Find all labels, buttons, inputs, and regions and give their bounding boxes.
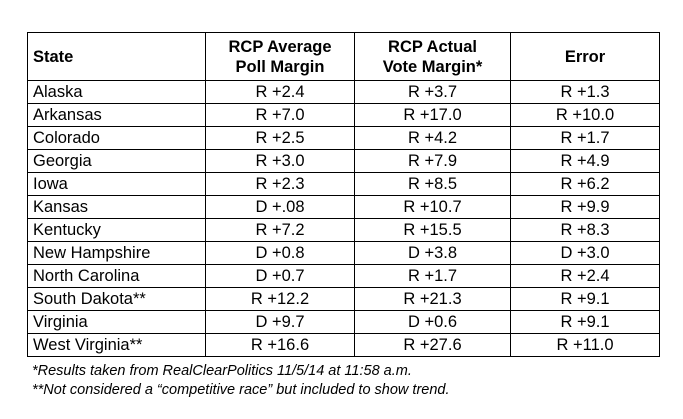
cell-poll-margin: R +2.3 [205, 172, 355, 196]
results-table: State RCP Average Poll Margin RCP Actual… [27, 32, 660, 357]
table-row: Kansas D +.08 R +10.7 R +9.9 [27, 195, 660, 219]
table-row: Iowa R +2.3 R +8.5 R +6.2 [27, 172, 660, 196]
cell-vote-margin: R +4.2 [354, 126, 511, 150]
cell-error: R +4.9 [510, 149, 660, 173]
cell-vote-margin: R +1.7 [354, 264, 511, 288]
cell-vote-margin: R +15.5 [354, 218, 511, 242]
cell-poll-margin: D +9.7 [205, 310, 355, 334]
header-poll-margin-line1: RCP Average [228, 37, 332, 56]
table-row: Kentucky R +7.2 R +15.5 R +8.3 [27, 218, 660, 242]
cell-error: R +1.3 [510, 80, 660, 104]
cell-state: Kentucky [27, 218, 206, 242]
header-error: Error [510, 32, 660, 81]
cell-error: D +3.0 [510, 241, 660, 265]
cell-vote-margin: R +7.9 [354, 149, 511, 173]
cell-poll-margin: D +0.7 [205, 264, 355, 288]
table-row: West Virginia** R +16.6 R +27.6 R +11.0 [27, 333, 660, 357]
cell-state: Colorado [27, 126, 206, 150]
cell-vote-margin: R +10.7 [354, 195, 511, 219]
cell-state: Alaska [27, 80, 206, 104]
cell-state: South Dakota** [27, 287, 206, 311]
cell-state: West Virginia** [27, 333, 206, 357]
table-row: Colorado R +2.5 R +4.2 R +1.7 [27, 126, 660, 150]
cell-state: Georgia [27, 149, 206, 173]
header-poll-margin: RCP Average Poll Margin [205, 32, 355, 81]
cell-poll-margin: R +12.2 [205, 287, 355, 311]
cell-vote-margin: R +27.6 [354, 333, 511, 357]
cell-vote-margin: R +3.7 [354, 80, 511, 104]
footnote-results-source: *Results taken from RealClearPolitics 11… [32, 363, 412, 379]
header-vote-margin-line2: Vote Margin* [382, 57, 483, 76]
table-body: Alaska R +2.4 R +3.7 R +1.3 Arkansas R +7.0 R … [27, 80, 660, 357]
cell-vote-margin: D +3.8 [354, 241, 511, 265]
cell-poll-margin: R +3.0 [205, 149, 355, 173]
cell-error: R +9.1 [510, 310, 660, 334]
header-vote-margin: RCP Actual Vote Margin* [354, 32, 511, 81]
cell-poll-margin: R +2.4 [205, 80, 355, 104]
cell-vote-margin: R +17.0 [354, 103, 511, 127]
cell-error: R +9.9 [510, 195, 660, 219]
table-row: Alaska R +2.4 R +3.7 R +1.3 [27, 80, 660, 104]
cell-poll-margin: R +2.5 [205, 126, 355, 150]
header-state: State [27, 32, 206, 81]
cell-error: R +10.0 [510, 103, 660, 127]
footnote-not-competitive: **Not considered a “competitive race” bu… [32, 382, 450, 398]
cell-state: Arkansas [27, 103, 206, 127]
cell-poll-margin: D +.08 [205, 195, 355, 219]
header-vote-margin-line1: RCP Actual [388, 37, 477, 56]
cell-poll-margin: R +16.6 [205, 333, 355, 357]
header-row: State RCP Average Poll Margin RCP Actual… [27, 32, 660, 81]
cell-error: R +8.3 [510, 218, 660, 242]
cell-state: New Hampshire [27, 241, 206, 265]
cell-poll-margin: R +7.0 [205, 103, 355, 127]
cell-vote-margin: R +8.5 [354, 172, 511, 196]
header-poll-margin-line2: Poll Margin [235, 57, 325, 76]
table-row: Arkansas R +7.0 R +17.0 R +10.0 [27, 103, 660, 127]
cell-error: R +11.0 [510, 333, 660, 357]
cell-state: Kansas [27, 195, 206, 219]
cell-error: R +1.7 [510, 126, 660, 150]
cell-state: Iowa [27, 172, 206, 196]
cell-poll-margin: R +7.2 [205, 218, 355, 242]
table-row: New Hampshire D +0.8 D +3.8 D +3.0 [27, 241, 660, 265]
cell-state: North Carolina [27, 264, 206, 288]
table-row: North Carolina D +0.7 R +1.7 R +2.4 [27, 264, 660, 288]
cell-error: R +9.1 [510, 287, 660, 311]
cell-vote-margin: R +21.3 [354, 287, 511, 311]
cell-poll-margin: D +0.8 [205, 241, 355, 265]
cell-state: Virginia [27, 310, 206, 334]
table-row: South Dakota** R +12.2 R +21.3 R +9.1 [27, 287, 660, 311]
table-row: Georgia R +3.0 R +7.9 R +4.9 [27, 149, 660, 173]
table-row: Virginia D +9.7 D +0.6 R +9.1 [27, 310, 660, 334]
cell-vote-margin: D +0.6 [354, 310, 511, 334]
cell-error: R +6.2 [510, 172, 660, 196]
cell-error: R +2.4 [510, 264, 660, 288]
